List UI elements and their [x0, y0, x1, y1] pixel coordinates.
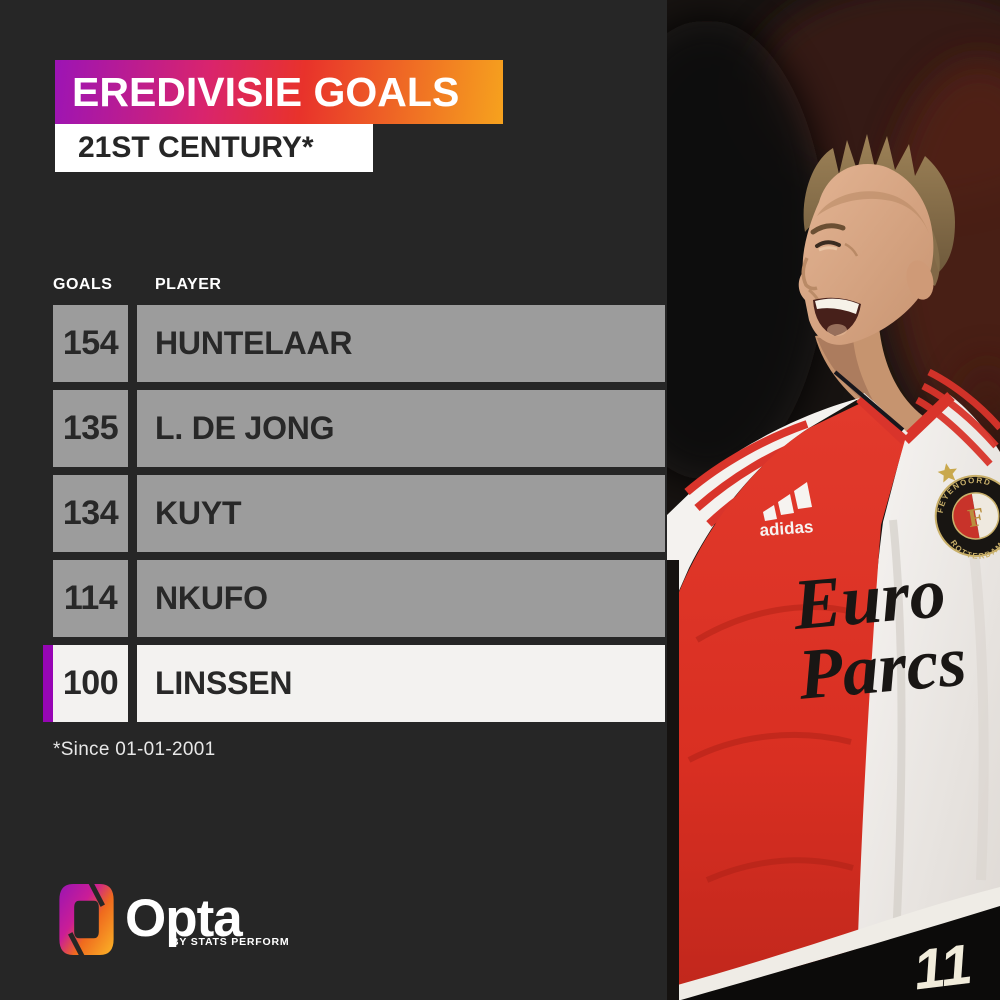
goals-value: 134 [62, 494, 119, 532]
page-subtitle: 21ST CENTURY* [78, 131, 314, 164]
goals-value: 114 [63, 579, 118, 617]
necklace [833, 370, 905, 432]
shorts-number: 11 [910, 932, 975, 1000]
player-name: HUNTELAAR [155, 325, 353, 361]
player-name: KUYT [155, 495, 242, 531]
title-banner: EREDIVISIE GOALS [55, 60, 503, 124]
shorts [667, 906, 1000, 1000]
page-title: EREDIVISIE GOALS [72, 68, 460, 115]
adidas-text: adidas [759, 517, 814, 540]
player-name: NKUFO [155, 580, 268, 616]
player-cell: HUNTELAAR [137, 305, 665, 382]
player-cell: NKUFO [137, 560, 665, 637]
column-header-goals: GOALS [53, 276, 113, 293]
table-row: 154 HUNTELAAR [0, 305, 667, 382]
goals-value: 100 [62, 664, 119, 702]
table-row: 134 KUYT [0, 475, 667, 552]
shirt-hem-trim [667, 887, 1000, 1000]
table-row-highlighted: 100 LINSSEN [0, 645, 667, 722]
feyenoord-crest: F FEYENOORD ROTTERDAM [931, 463, 1000, 566]
goals-cell: 134 [53, 475, 128, 552]
collar-trim-right [901, 392, 955, 444]
sponsor-line2: Parcs [794, 621, 969, 715]
opta-wordmark: Opta [125, 889, 243, 948]
collar-trim-left [856, 393, 909, 445]
goals-value: 154 [62, 324, 119, 362]
goals-value: 135 [62, 409, 119, 447]
player-hair [803, 134, 955, 272]
photo-edge-shadow [667, 560, 679, 1000]
shirt-red-half [679, 402, 905, 1000]
goals-cell: 114 [53, 560, 128, 637]
table-row: 135 L. DE JONG [0, 390, 667, 467]
player-cell: L. DE JONG [137, 390, 665, 467]
footnote: *Since 01-01-2001 [53, 739, 216, 760]
subtitle-bar: 21ST CENTURY* [55, 124, 373, 172]
player-name: L. DE JONG [155, 410, 335, 446]
crest-star [937, 463, 957, 483]
player-name: LINSSEN [155, 665, 293, 701]
table-row: 114 NKUFO [0, 560, 667, 637]
player-cell: LINSSEN [137, 645, 665, 722]
goals-cell: 135 [53, 390, 128, 467]
goals-cell: 154 [53, 305, 128, 382]
shoulder-stripes-right [915, 368, 1000, 467]
player-photo: adidas F FEYENOORD ROTTERDAM Euro Parcs [667, 0, 1000, 1000]
player-cell: KUYT [137, 475, 665, 552]
sponsor-line1: Euro [789, 552, 948, 645]
sponsor-text: Euro Parcs [789, 552, 969, 715]
highlight-accent-bar [43, 645, 53, 722]
goals-cell: 100 [53, 645, 128, 722]
player-ear [906, 260, 934, 300]
opta-byline: BY STATS PERFORM [171, 936, 290, 948]
adidas-logo: adidas [759, 482, 814, 540]
column-header-player: PLAYER [155, 276, 222, 293]
opta-logo-icon [59, 884, 114, 955]
crest-letter: F [966, 502, 987, 533]
